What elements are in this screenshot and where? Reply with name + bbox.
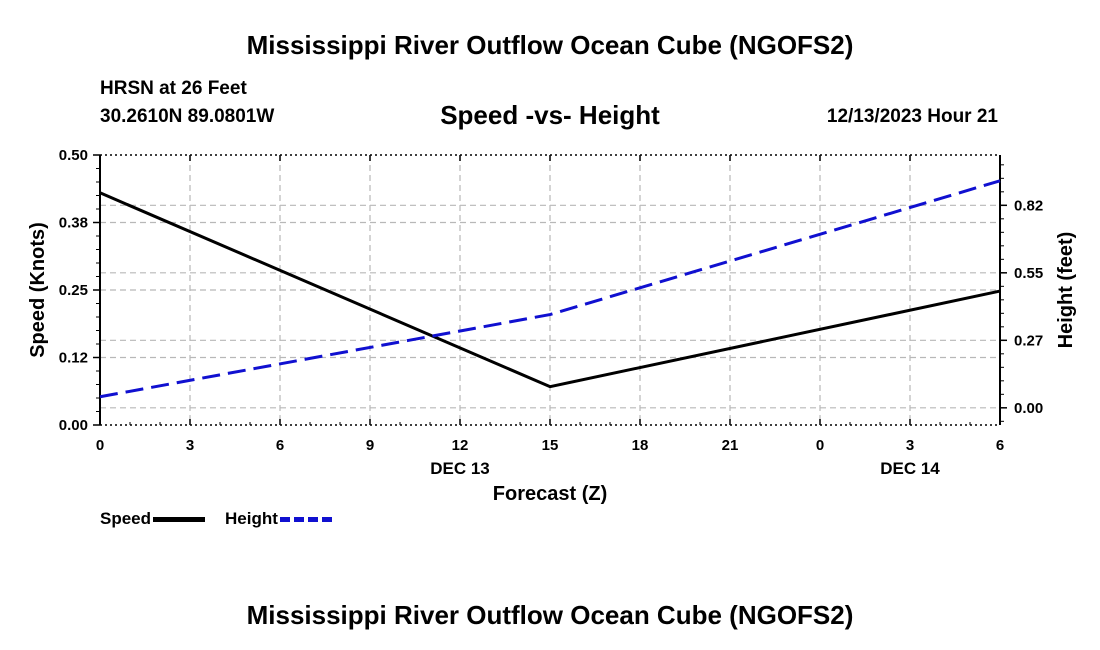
legend-height-swatch (279, 516, 332, 522)
coordinates-label: 30.2610N 89.0801W (100, 106, 275, 127)
legend: Speed Height (100, 509, 352, 529)
main-title: Mississippi River Outflow Ocean Cube (NG… (246, 30, 854, 60)
y2-axis-label: Height (feet) (1055, 232, 1077, 349)
x-axis-label: Forecast (Z) (493, 483, 607, 505)
x-tick-label: 18 (632, 437, 649, 454)
x-tick-label: 15 (542, 437, 559, 454)
x-tick-label: 0 (96, 437, 104, 454)
y2-tick-label: 0.00 (1014, 400, 1043, 417)
x-tick-label: 9 (366, 437, 374, 454)
station-label: HRSN at 26 Feet (100, 78, 247, 99)
y-tick-label: 0.25 (59, 282, 88, 299)
x-date-label: DEC 14 (880, 459, 940, 478)
y-tick-label: 0.50 (59, 147, 88, 164)
chart-subtitle: Speed -vs- Height (440, 100, 660, 130)
y2-tick-label: 0.82 (1014, 197, 1043, 214)
x-tick-label: 21 (722, 437, 739, 454)
x-tick-label: 6 (996, 437, 1004, 454)
forecast-datetime: 12/13/2023 Hour 21 (826, 106, 998, 127)
x-tick-label: 3 (906, 437, 914, 454)
x-tick-label: 0 (816, 437, 824, 454)
y-tick-label: 0.38 (59, 215, 88, 232)
legend-height-label: Height (225, 509, 278, 528)
legend-speed: Speed (100, 509, 206, 529)
y2-tick-label: 0.55 (1014, 265, 1043, 282)
x-tick-label: 6 (276, 437, 284, 454)
series-line-height (99, 179, 1001, 399)
legend-height: Height (225, 509, 332, 529)
y2-tick-label: 0.27 (1014, 332, 1043, 349)
x-tick-label: 12 (452, 437, 469, 454)
y-axis-label: Speed (Knots) (27, 222, 49, 358)
y-tick-label: 0.12 (59, 350, 88, 367)
x-date-label: DEC 13 (430, 459, 490, 478)
legend-speed-swatch (153, 516, 206, 522)
legend-speed-label: Speed (100, 509, 152, 528)
x-tick-label: 3 (186, 437, 194, 454)
series-line-speed (99, 191, 1001, 389)
bottom-title: Mississippi River Outflow Ocean Cube (NG… (246, 600, 854, 630)
speed-height-chart: 0 3 6 9 12 15 18 21 0 3 6 DEC 13 DEC 14 Forecast (Z) 0… (27, 147, 1077, 505)
y-tick-label: 0.00 (59, 417, 88, 434)
